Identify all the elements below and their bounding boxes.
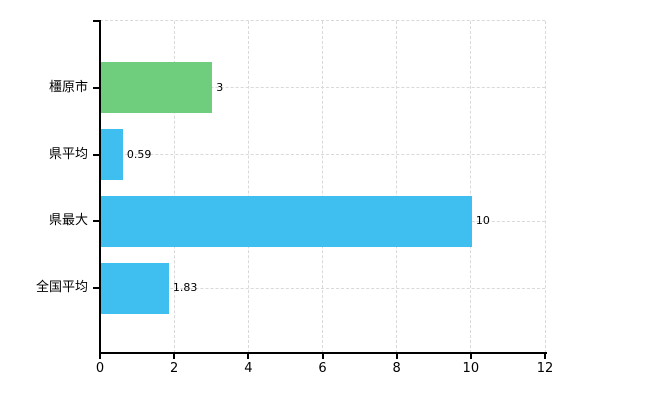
gridline-horizontal <box>100 87 545 89</box>
gridline-vertical <box>247 21 249 353</box>
y-axis-line <box>99 20 101 354</box>
category-label: 橿原市 <box>48 79 88 95</box>
gridline-vertical <box>322 21 323 353</box>
x-axis-tick <box>469 353 472 359</box>
category-label: 県平均 <box>48 146 88 162</box>
x-tick-label: 10 <box>462 361 480 376</box>
y-axis-tick <box>93 86 99 89</box>
x-tick-label: 2 <box>170 361 179 376</box>
value-label: 0.59 <box>126 147 152 161</box>
x-axis-tick <box>247 353 250 359</box>
gridline-vertical <box>544 21 546 353</box>
x-axis-tick <box>173 353 176 359</box>
x-axis-tick <box>321 353 324 359</box>
gridline-horizontal <box>100 154 545 156</box>
x-tick-label: 4 <box>244 361 253 376</box>
gridline-vertical <box>396 21 398 353</box>
x-tick-label: 8 <box>392 361 401 376</box>
bar[interactable] <box>101 129 123 181</box>
bar[interactable] <box>101 195 472 247</box>
category-label: 全国平均 <box>35 280 88 296</box>
x-tick-label: 12 <box>536 361 554 376</box>
value-label: 3 <box>216 80 224 94</box>
plot-top-border <box>100 20 545 21</box>
gridline-vertical <box>173 21 175 353</box>
y-axis-top-tick <box>93 20 99 22</box>
y-axis-tick <box>93 153 99 156</box>
x-axis-tick <box>99 353 101 359</box>
gridline-vertical <box>470 21 472 353</box>
y-axis-tick <box>93 287 99 290</box>
x-tick-label: 0 <box>95 361 105 376</box>
value-label: 1.83 <box>172 281 198 295</box>
x-axis-tick <box>544 353 546 359</box>
gridline-horizontal <box>100 287 545 289</box>
bar[interactable] <box>101 262 169 314</box>
x-axis-line <box>99 352 547 354</box>
category-label: 県最大 <box>48 213 88 229</box>
x-tick-label: 6 <box>318 361 327 376</box>
x-axis-tick <box>395 353 398 359</box>
bar[interactable] <box>101 62 213 114</box>
y-axis-tick <box>93 220 99 223</box>
value-label: 10 <box>475 214 490 228</box>
